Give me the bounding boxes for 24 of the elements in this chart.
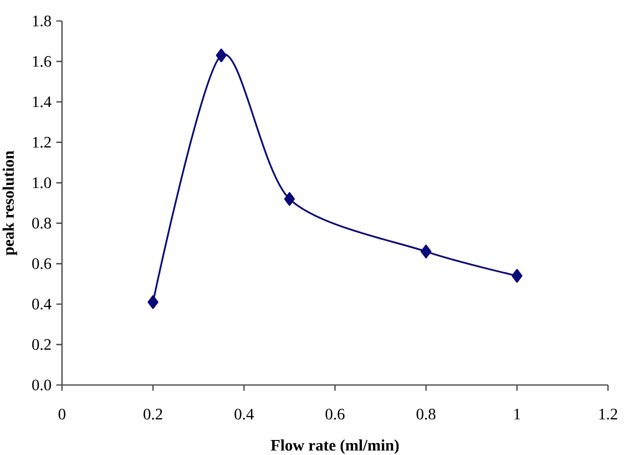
- y-tick-label: 0.2: [32, 339, 51, 350]
- y-tick-label: 1.2: [33, 136, 51, 148]
- y-tick-label: 0.4: [32, 298, 52, 310]
- y-tick-label: 1.0: [33, 177, 51, 188]
- y-tick-label: 0.0: [32, 380, 51, 390]
- point: [148, 295, 158, 309]
- x-tick-label: 0: [58, 408, 66, 420]
- y-tick-label: 0.6: [32, 258, 52, 270]
- x-tick-label: 0.2: [144, 408, 162, 420]
- x-tick-label: 0.8: [416, 408, 436, 420]
- y-tick-label: 1.8: [33, 16, 51, 26]
- x-tick-label: 0.6: [326, 408, 345, 420]
- x-axis-title: Flow rate (ml/min): [270, 439, 399, 454]
- y-tick-label: 1.6: [33, 56, 52, 67]
- x-tick-label: 1.2: [599, 408, 618, 420]
- point: [216, 48, 227, 62]
- point: [512, 268, 522, 283]
- point: [420, 244, 432, 258]
- y-tick-label: 1.4: [33, 96, 52, 108]
- point: [284, 192, 295, 206]
- x-tick-label: 1: [514, 408, 520, 420]
- x-tick-label: 0.4: [234, 408, 254, 420]
- y-axis-title: peak resolution: [2, 150, 18, 256]
- y-tick-label: 0.8: [32, 218, 51, 229]
